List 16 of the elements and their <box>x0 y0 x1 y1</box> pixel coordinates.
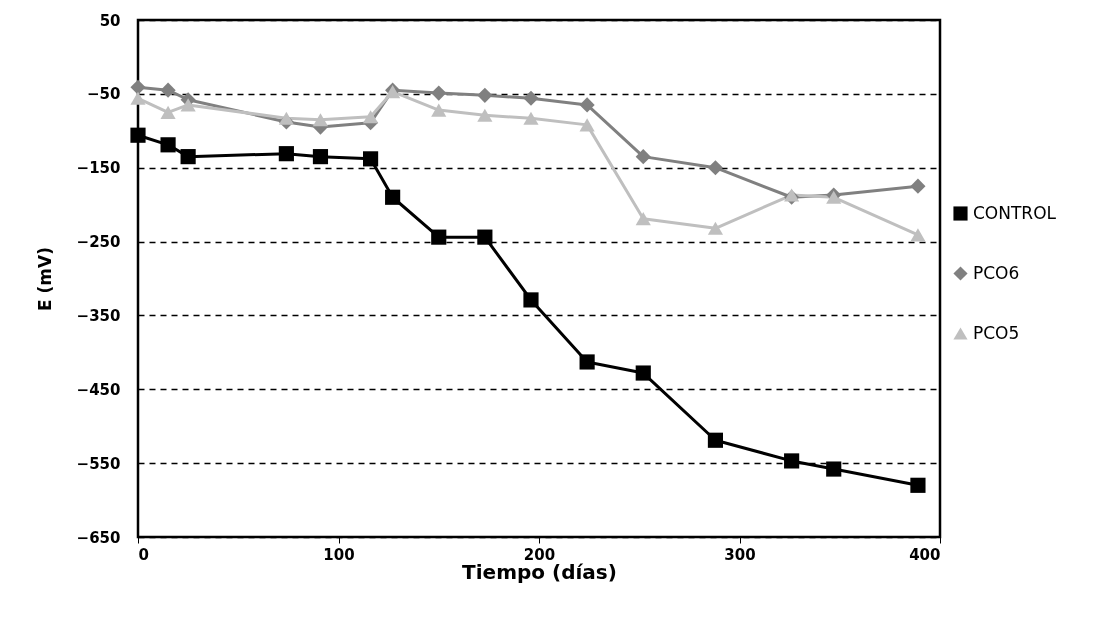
x-tick-label: 0 <box>138 545 149 564</box>
y-tick-label: −550 <box>76 454 121 473</box>
y-tick-label: −50 <box>87 85 121 104</box>
y-tick-label: −450 <box>76 380 121 399</box>
y-tick-label: 50 <box>99 11 121 30</box>
y-axis-title: E (mV) <box>34 247 55 311</box>
legend-label: PCO6 <box>973 262 1020 283</box>
x-tick-label: 400 <box>909 545 941 564</box>
x-tick-label: 100 <box>323 545 355 564</box>
legend-label: PCO5 <box>973 322 1020 343</box>
x-tick-label: 300 <box>724 545 756 564</box>
legend-label: CONTROL <box>973 202 1057 223</box>
y-tick-label: −650 <box>76 528 121 547</box>
y-tick-label: −250 <box>76 233 121 252</box>
y-tick-label: −150 <box>76 159 121 178</box>
y-tick-label: −350 <box>76 306 121 325</box>
